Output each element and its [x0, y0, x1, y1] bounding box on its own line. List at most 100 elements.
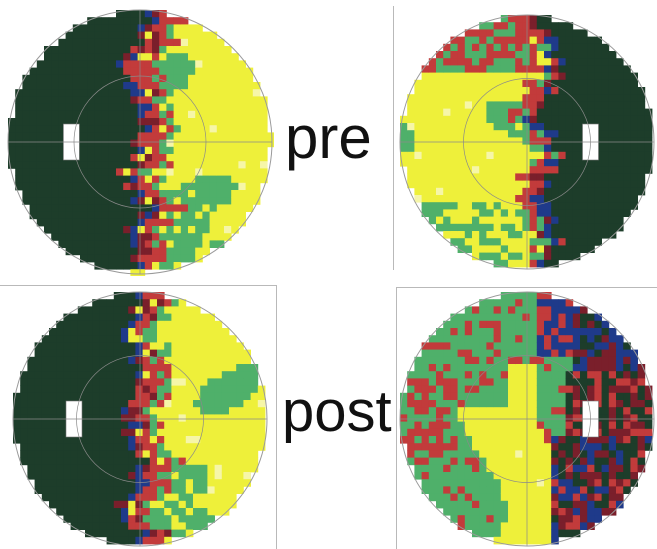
field-cell: [608, 356, 617, 365]
field-cell: [601, 508, 610, 516]
field-cell: [450, 378, 458, 386]
field-cell: [572, 306, 581, 314]
field-cell: [572, 238, 581, 246]
field-cell: [216, 82, 225, 90]
field-cell: [508, 94, 516, 102]
field-cell: [544, 479, 552, 487]
field-cell: [34, 407, 43, 415]
field-cell: [580, 87, 588, 95]
field-cell: [221, 414, 230, 422]
field-cell: [616, 349, 624, 358]
field-cell: [80, 197, 88, 205]
field-cell: [464, 72, 473, 81]
field-cell: [173, 262, 182, 270]
field-cell: [135, 364, 143, 372]
field-cell: [601, 216, 610, 225]
field-cell: [472, 252, 480, 261]
field-cell: [13, 407, 21, 415]
field-cell: [216, 60, 225, 68]
field-cell: [608, 392, 617, 401]
field-cell: [493, 392, 502, 401]
field-cell: [536, 385, 545, 394]
field-cell: [63, 508, 71, 516]
field-cell: [443, 195, 451, 203]
field-cell: [565, 180, 574, 189]
field-cell: [209, 60, 218, 68]
field-cell: [558, 472, 566, 480]
field-cell: [544, 335, 552, 343]
field-cell: [252, 96, 261, 104]
field-cell: [216, 139, 225, 148]
field-cell: [245, 204, 254, 212]
field-cell: [229, 364, 237, 372]
field-cell: [407, 94, 415, 102]
field-cell: [130, 168, 138, 176]
field-cell: [121, 385, 129, 394]
field-cell: [587, 508, 595, 516]
field-cell: [166, 190, 174, 198]
field-cell: [80, 154, 88, 162]
field-cell: [157, 536, 165, 545]
field-cell: [202, 197, 210, 205]
field-cell: [99, 515, 107, 523]
field-cell: [108, 168, 117, 176]
field-cell: [188, 154, 196, 162]
field-cell: [128, 378, 136, 386]
field-cell: [515, 328, 523, 336]
field-cell: [94, 226, 102, 234]
field-cell: [457, 385, 466, 394]
field-cell: [123, 103, 131, 112]
field-cell: [472, 407, 480, 415]
field-cell: [587, 72, 595, 81]
field-cell: [236, 407, 244, 415]
field-cell: [29, 168, 38, 176]
field-cell: [80, 118, 88, 126]
field-cell: [221, 508, 230, 516]
field-cell: [421, 486, 430, 494]
field-cell: [195, 60, 203, 68]
field-cell: [479, 151, 487, 160]
field-cell: [36, 103, 45, 112]
field-cell: [123, 118, 131, 126]
field-cell: [565, 421, 574, 430]
field-cell: [159, 240, 167, 248]
field-cell: [572, 216, 581, 225]
field-cell: [245, 82, 254, 90]
field-cell: [157, 486, 165, 494]
field-cell: [101, 60, 110, 68]
field-cell: [508, 238, 516, 246]
field-cell: [257, 436, 266, 444]
field-cell: [123, 82, 131, 90]
field-cell: [536, 414, 545, 422]
field-cell: [123, 154, 131, 162]
field-cell: [630, 392, 638, 401]
field-cell: [400, 400, 408, 408]
field-cell: [236, 356, 244, 365]
field-cell: [171, 356, 179, 365]
field-cell: [101, 53, 110, 61]
field-cell: [214, 371, 223, 379]
field-cell: [472, 313, 480, 322]
field-cell: [87, 103, 95, 112]
field-cell: [522, 443, 530, 451]
field-cell: [544, 529, 552, 538]
field-cell: [486, 349, 494, 358]
field-cell: [142, 342, 151, 350]
field-cell: [207, 436, 215, 444]
field-cell: [572, 94, 581, 102]
field-cell: [608, 231, 617, 239]
field-cell: [214, 385, 223, 394]
field-cell: [493, 342, 502, 350]
field-cell: [94, 89, 102, 97]
field-cell: [65, 247, 74, 256]
field-cell: [51, 46, 59, 54]
field-cell: [508, 72, 516, 81]
field-cell: [623, 115, 631, 124]
field-cell: [58, 60, 66, 68]
field-cell: [231, 96, 239, 104]
field-cell: [536, 137, 545, 145]
field-cell: [637, 378, 646, 386]
field-cell: [41, 493, 50, 502]
field-cell: [180, 82, 189, 90]
field-cell: [180, 175, 189, 184]
